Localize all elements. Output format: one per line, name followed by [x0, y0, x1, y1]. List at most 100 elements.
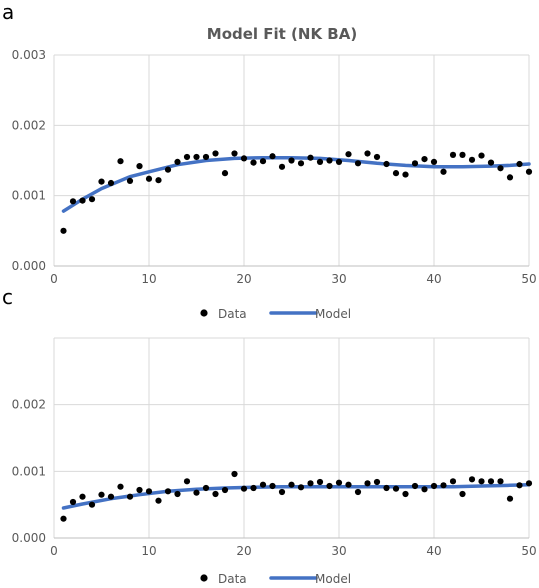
legend-model-label: Model	[315, 572, 351, 586]
x-tick-label: 20	[236, 544, 251, 558]
data-point	[459, 490, 466, 498]
data-point	[392, 485, 400, 492]
data-point	[107, 493, 115, 500]
data-point	[107, 179, 115, 187]
data-point	[202, 484, 210, 492]
panel-a-letter: a	[2, 0, 14, 24]
data-point	[174, 490, 181, 498]
data-point	[497, 478, 504, 485]
x-tick-label: 0	[50, 544, 58, 558]
data-point	[145, 175, 153, 182]
y-tick-label: 0.002	[12, 118, 46, 132]
data-point	[506, 174, 514, 181]
data-point	[79, 197, 86, 204]
legend-model-label: Model	[315, 307, 351, 321]
data-point	[516, 160, 523, 168]
x-tick-label: 30	[331, 272, 346, 286]
data-point	[98, 491, 105, 498]
data-point	[193, 489, 200, 496]
data-point	[60, 227, 67, 234]
x-tick-label: 0	[50, 272, 58, 286]
data-point	[288, 481, 295, 488]
data-point	[373, 153, 381, 161]
data-point	[326, 482, 333, 490]
legend-data-label: Data	[218, 307, 247, 321]
model-line	[61, 482, 531, 510]
data-point	[364, 480, 371, 487]
legend-data-marker	[200, 574, 208, 582]
data-point	[335, 479, 343, 486]
x-tick-label: 10	[141, 272, 156, 286]
y-tick-label: 0.001	[12, 189, 46, 203]
data-point	[459, 151, 466, 158]
data-point	[411, 482, 419, 490]
data-point	[335, 158, 343, 166]
data-point	[497, 165, 504, 172]
data-point	[117, 158, 124, 165]
data-point	[487, 159, 495, 166]
data-point	[202, 153, 210, 161]
panel-c-letter: c	[2, 285, 13, 309]
data-point	[193, 153, 200, 161]
model-line	[61, 155, 531, 213]
data-point	[269, 482, 276, 490]
data-point	[136, 163, 143, 170]
data-point	[478, 152, 485, 159]
y-tick-label: 0.002	[12, 398, 46, 412]
y-tick-label: 0.000	[12, 259, 46, 273]
data-point	[449, 478, 457, 485]
data-point	[468, 156, 476, 163]
data-point	[297, 160, 305, 167]
chart-c: 0 10 20 30 40 50 0.000 0.001 0.002	[12, 337, 537, 558]
legend-data-label: Data	[218, 572, 247, 586]
data-point	[117, 483, 124, 490]
data-point	[449, 151, 457, 158]
data-point	[98, 178, 105, 185]
x-tick-label: 40	[426, 544, 441, 558]
data-point	[126, 493, 134, 500]
y-tick-label: 0.003	[12, 48, 46, 62]
data-point	[421, 486, 428, 493]
data-point	[421, 155, 428, 163]
data-point	[383, 484, 390, 492]
data-point	[278, 488, 286, 496]
x-tick-label: 20	[236, 272, 251, 286]
data-point	[307, 154, 314, 161]
data-point	[307, 480, 314, 487]
data-point	[269, 153, 276, 160]
chart-a-title: Model Fit (NK BA)	[207, 25, 357, 43]
data-point	[183, 478, 191, 485]
data-point	[326, 157, 333, 164]
data-point	[164, 166, 172, 173]
data-point	[402, 171, 409, 178]
data-point	[354, 160, 362, 167]
data-point	[373, 478, 381, 486]
data-point	[364, 150, 371, 157]
data-point	[212, 150, 219, 157]
chart-a: 0 10 20 30 40 50 0.000 0.001 0.002 0.003	[12, 48, 537, 286]
data-point	[164, 488, 172, 495]
data-point	[316, 478, 324, 486]
data-point	[240, 485, 248, 492]
data-point	[525, 168, 533, 175]
data-point	[354, 488, 362, 496]
data-point	[136, 486, 143, 494]
data-point	[440, 482, 447, 489]
data-point	[525, 480, 533, 487]
data-point	[69, 198, 77, 205]
y-tick-label: 0.000	[12, 531, 46, 545]
x-tick-label: 50	[521, 272, 536, 286]
data-point	[468, 476, 476, 483]
data-point	[259, 481, 267, 488]
data-point	[88, 196, 96, 203]
x-tick-label: 50	[521, 544, 536, 558]
data-point	[221, 486, 229, 494]
data-point	[231, 150, 238, 157]
x-tick-label: 10	[141, 544, 156, 558]
data-point	[516, 482, 523, 489]
data-point	[297, 484, 305, 491]
data-point	[402, 490, 409, 498]
data-point	[316, 158, 324, 166]
data-point	[250, 159, 257, 166]
data-point	[155, 177, 162, 184]
